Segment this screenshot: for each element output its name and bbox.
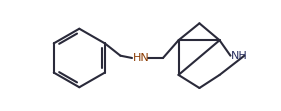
Text: HN: HN <box>133 53 149 63</box>
Text: NH: NH <box>231 51 248 61</box>
